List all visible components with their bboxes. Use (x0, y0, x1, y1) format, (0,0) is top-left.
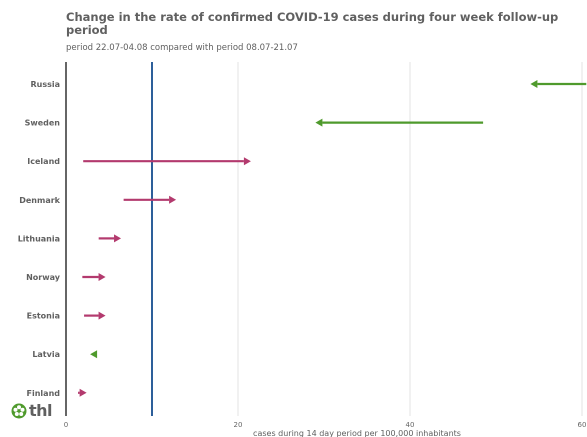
category-label: Russia (30, 80, 60, 89)
x-axis-title: cases during 14 day period per 100,000 i… (253, 429, 461, 437)
category-label: Sweden (25, 119, 61, 128)
flower-icon (11, 403, 27, 418)
arrow-latvia (90, 350, 98, 359)
arrow-finland (78, 388, 87, 397)
category-label: Estonia (27, 312, 60, 321)
x-tick-label: 60 (578, 421, 587, 429)
category-label: Finland (27, 389, 61, 398)
arrow-layer (78, 80, 587, 397)
chart-subtitle: period 22.07-04.08 compared with period … (66, 43, 298, 53)
arrow-head (98, 273, 106, 281)
chart-title: Change in the rate of confirmed COVID-19… (66, 10, 559, 37)
arrow-russia (530, 80, 587, 88)
arrow-head (169, 195, 177, 204)
category-label: Iceland (27, 157, 60, 166)
arrow-lithuania (98, 234, 122, 243)
arrow-head (530, 80, 538, 88)
arrow-sweden (315, 118, 484, 127)
x-tick-label: 40 (406, 421, 415, 429)
category-label: Denmark (19, 196, 60, 205)
arrow-head (315, 118, 323, 127)
arrow-estonia (84, 311, 106, 320)
category-label: Lithuania (18, 234, 60, 243)
arrow-norway (82, 273, 106, 281)
label-layer: 0 20 40 60 cases during 14 day period per 10… (18, 80, 587, 437)
logo-text: thl (29, 401, 53, 420)
arrow-head (114, 234, 122, 243)
arrow-head (79, 388, 87, 397)
arrow-head (90, 350, 98, 359)
arrow-head (98, 311, 106, 320)
arrow-head (243, 157, 251, 166)
grid-layer (237, 62, 583, 416)
x-tick-label: 20 (234, 421, 243, 429)
arrow-denmark (123, 195, 177, 204)
thl-logo: thl (11, 401, 53, 420)
arrow-iceland (83, 157, 251, 166)
category-label: Latvia (32, 350, 60, 359)
x-tick-label: 0 (64, 421, 68, 429)
category-label: Norway (26, 273, 61, 282)
